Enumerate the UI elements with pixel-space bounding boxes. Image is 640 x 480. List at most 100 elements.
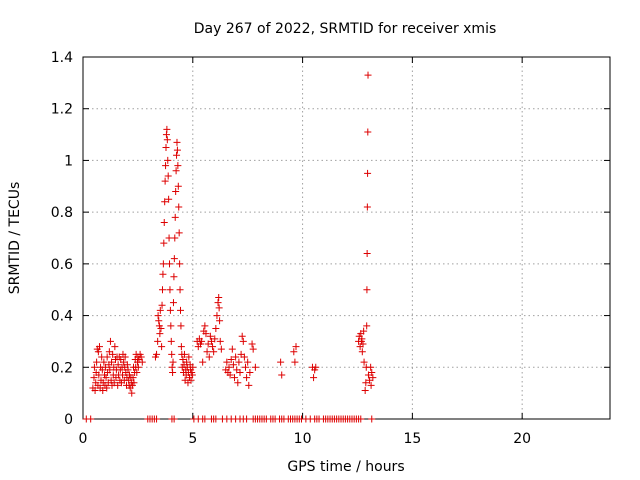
data-point: [167, 337, 175, 345]
data-point: [160, 239, 168, 247]
data-point: [243, 374, 251, 382]
x-tick-label: 5: [188, 431, 197, 447]
data-point: [124, 366, 132, 374]
data-point: [161, 198, 169, 206]
data-point: [94, 348, 102, 356]
grid-layer: [83, 57, 610, 419]
data-point: [95, 343, 103, 351]
data-point: [246, 368, 254, 376]
point-layer: [82, 71, 377, 423]
data-point: [358, 348, 366, 356]
data-point: [226, 371, 234, 379]
y-tick-label: 0.6: [51, 257, 73, 273]
data-point: [93, 358, 101, 366]
data-point: [215, 304, 223, 312]
y-tick-label: 1.4: [51, 50, 73, 66]
data-point: [165, 195, 173, 203]
data-point: [201, 322, 209, 330]
data-point: [199, 358, 207, 366]
data-point: [363, 286, 371, 294]
data-point: [238, 332, 246, 340]
data-point: [156, 306, 164, 314]
data-point: [249, 345, 257, 353]
data-point: [363, 322, 371, 330]
data-point: [367, 363, 375, 371]
data-point: [361, 387, 369, 395]
data-point: [292, 343, 300, 351]
x-tick-label: 15: [403, 431, 421, 447]
data-point: [158, 286, 166, 294]
data-point: [227, 356, 235, 364]
data-point: [133, 368, 141, 376]
data-point: [368, 415, 376, 423]
y-tick-label: 1: [64, 153, 73, 169]
data-point: [241, 363, 249, 371]
data-point: [368, 368, 376, 376]
data-point: [183, 358, 191, 366]
data-point: [212, 415, 220, 423]
data-point: [213, 312, 221, 320]
data-point: [114, 381, 122, 389]
data-point: [163, 136, 171, 144]
data-point: [99, 387, 107, 395]
data-point: [173, 146, 181, 154]
data-point: [244, 358, 252, 366]
data-point: [225, 363, 233, 371]
data-point: [312, 363, 320, 371]
data-point: [290, 348, 298, 356]
data-point: [171, 213, 179, 221]
data-point: [189, 363, 197, 371]
data-point: [166, 306, 174, 314]
data-point: [212, 325, 220, 332]
data-point: [134, 363, 142, 371]
data-point: [229, 361, 237, 369]
tick-layer: 0 0.2 0.4 0.6 0.8 1 1.2 1.4 0 5 10 15 20: [51, 50, 610, 447]
data-point: [106, 337, 114, 345]
data-point: [175, 229, 183, 237]
data-point: [169, 358, 177, 366]
data-point: [236, 368, 244, 376]
data-point: [205, 353, 213, 361]
data-point: [185, 353, 193, 361]
data-point: [130, 379, 138, 387]
data-point: [111, 343, 119, 351]
data-point: [245, 381, 253, 389]
x-tick-label: 20: [513, 431, 531, 447]
data-point: [209, 343, 217, 351]
data-point: [128, 389, 136, 397]
data-point: [168, 350, 176, 358]
data-point: [310, 374, 318, 382]
data-point: [100, 358, 108, 366]
data-point: [177, 343, 185, 351]
data-point: [157, 325, 165, 332]
data-point: [231, 374, 239, 382]
y-tick-label: 1.2: [51, 102, 73, 118]
data-point: [174, 162, 182, 170]
data-point: [202, 330, 210, 338]
data-point: [159, 260, 167, 268]
data-point: [101, 363, 109, 371]
data-point: [158, 343, 166, 351]
data-point: [240, 353, 248, 361]
data-point: [160, 218, 168, 226]
data-point: [216, 317, 224, 325]
data-point: [164, 156, 172, 164]
data-point: [167, 322, 175, 330]
data-point: [163, 125, 171, 133]
y-tick-label: 0.4: [51, 309, 73, 325]
data-point: [162, 144, 170, 151]
data-point: [187, 376, 195, 384]
data-point: [158, 301, 166, 309]
data-point: [363, 203, 371, 211]
plot-frame: [82, 56, 611, 420]
data-point: [291, 358, 299, 366]
x-tick-label: 0: [79, 431, 88, 447]
data-point: [106, 366, 114, 374]
data-point: [114, 361, 122, 369]
data-point: [278, 371, 286, 379]
data-point: [137, 353, 145, 361]
data-point: [91, 387, 99, 395]
data-point: [173, 151, 181, 159]
data-point: [362, 379, 370, 387]
data-point: [103, 353, 111, 361]
